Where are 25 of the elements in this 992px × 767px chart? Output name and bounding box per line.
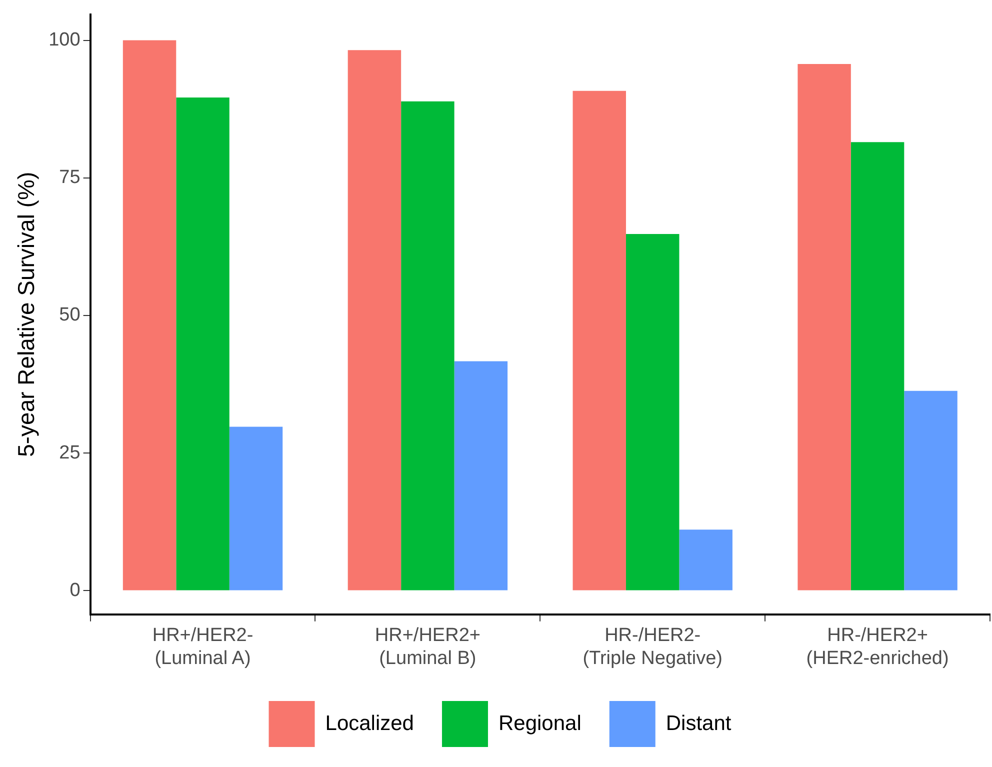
legend-label: Localized (325, 712, 414, 735)
bar (904, 390, 958, 590)
bar (122, 40, 176, 590)
bar (401, 101, 454, 590)
bar (572, 90, 626, 590)
x-tick-label: HR+/HER2- (Luminal A) (152, 625, 254, 669)
bar (176, 98, 230, 590)
legend-label: Distant (666, 712, 732, 735)
y-tick-label: 100 (48, 30, 80, 51)
y-tick-label: 0 (70, 580, 80, 601)
bar (850, 142, 904, 590)
y-tick-label: 25 (59, 442, 80, 464)
bar (626, 234, 680, 590)
bar (454, 361, 508, 590)
y-tick-label: 50 (59, 304, 80, 326)
x-tick-label: HR+/HER2+ (Luminal B) (374, 625, 480, 669)
bar (679, 530, 732, 590)
bar (229, 426, 283, 590)
bar (348, 50, 402, 590)
y-tick-label: 75 (59, 167, 80, 188)
x-tick-label: HR-/HER2+ (HER2-enriched) (806, 625, 949, 669)
x-tick-label: HR-/HER2- (Triple Negative) (582, 625, 722, 669)
legend-label: Regional (498, 712, 582, 735)
bar (798, 64, 851, 590)
y-axis-title: 5-year Relative Survival (%) (13, 172, 40, 457)
